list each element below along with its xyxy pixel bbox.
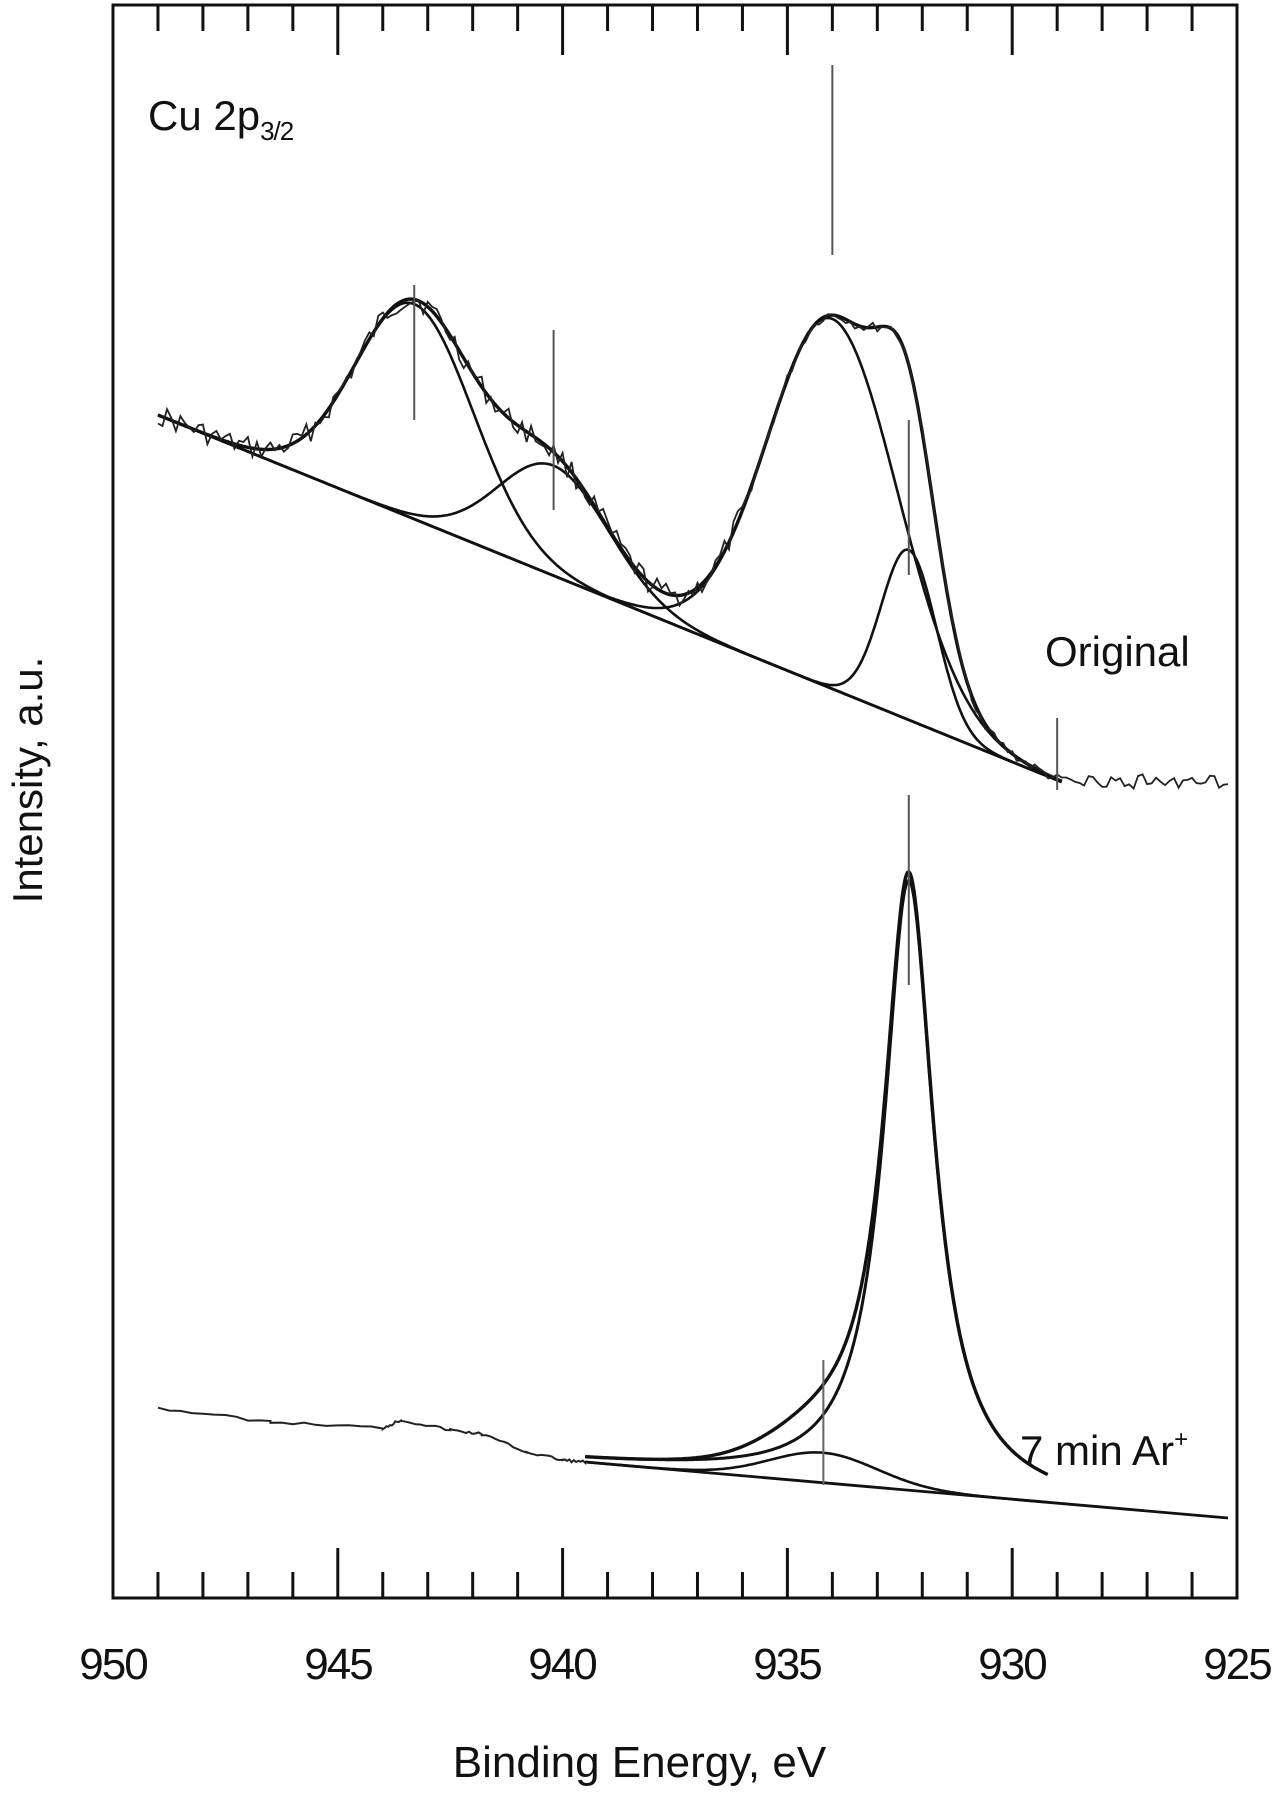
series-original: [157, 65, 1229, 791]
x-tick-label-925: 925: [1203, 1640, 1272, 1689]
x-tick-label-945: 945: [304, 1640, 373, 1689]
x-tick-label-950: 950: [79, 1640, 148, 1689]
fit-component-1: [157, 301, 1063, 784]
plot-border: [111, 3, 1239, 1600]
raw-spectrum: [157, 1406, 587, 1465]
plot-frame: [111, 3, 1239, 1600]
title-subscript: 3/2: [260, 116, 294, 146]
title-main: Cu 2p: [148, 92, 261, 139]
series-label-7min-ar-main: 7 min Ar: [1020, 1427, 1175, 1474]
fit-component-main: [584, 878, 1049, 1476]
x-tick-label-930: 930: [978, 1640, 1047, 1689]
fit-component-3: [157, 316, 1063, 783]
fit-component-minor: [585, 1451, 1048, 1504]
x-tick-label-935: 935: [753, 1640, 822, 1689]
fit-envelope: [584, 869, 1049, 1477]
x-axis-label: Binding Energy, eV: [452, 1738, 827, 1787]
series-7min-ar: [157, 795, 1229, 1520]
background-line: [584, 1460, 1229, 1520]
fit-envelope: [157, 297, 1063, 783]
raw-spectrum: [157, 300, 1229, 791]
series-label-original: Original: [1045, 628, 1190, 675]
chart-title: Cu 2p3/2: [148, 92, 294, 147]
series-label-7min-ar-sup: +: [1174, 1426, 1189, 1453]
series-label-7min-ar: 7 min Ar+: [1020, 1426, 1188, 1475]
background-line: [157, 413, 1063, 784]
x-tick-label-940: 940: [528, 1640, 597, 1689]
axis-ticks: [111, 5, 1239, 1598]
y-axis-label: Intensity, a.u.: [4, 656, 51, 904]
